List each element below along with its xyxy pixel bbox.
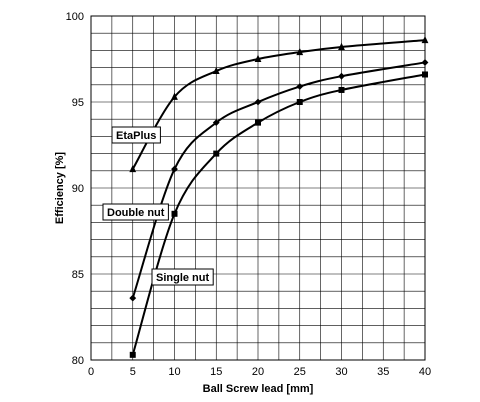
data-point-square [296,99,303,105]
data-point-diamond [171,165,178,173]
label-text: EtaPlus [116,130,156,142]
label-box [111,126,161,144]
series-double-nut [129,59,429,302]
series-label-etaplus: EtaPlus [111,126,161,144]
data-point-square [422,71,428,78]
x-tick-label: 10 [168,366,180,378]
series-label-single-nut: Single nut [151,268,214,286]
data-point-diamond [421,59,429,66]
y-tick-label: 95 [72,97,84,109]
x-tick-label: 30 [335,366,347,378]
data-point-square [129,351,136,358]
x-tick-label: 25 [294,366,306,378]
plot-frame [90,15,426,361]
x-tick-label: 40 [419,366,431,378]
series-group [129,35,429,358]
data-point-triangle [129,164,137,173]
label-box [151,268,214,286]
data-point-triangle [338,42,345,50]
data-point-square [213,150,220,157]
data-point-diamond [296,83,304,90]
label-text: Single nut [156,272,210,284]
x-tick-label: 15 [210,366,222,378]
x-tick-label: 0 [88,366,94,378]
data-point-triangle [254,54,262,62]
data-point-triangle [212,66,220,75]
data-point-square [255,119,261,126]
grid [90,15,426,361]
tick-labels: 0 5 10 15 20 25 30 35 40 80 85 90 95 100 [66,11,431,378]
series-single-nut [129,71,428,358]
y-tick-label: 80 [72,355,84,367]
series-etaplus [129,35,429,173]
label-box [102,203,169,221]
data-point-square [171,210,178,217]
x-tick-label: 20 [252,366,264,378]
series-label-double-nut: Double nut [102,203,169,221]
x-axis-title: Ball Screw lead [mm] [203,383,314,395]
data-point-square [338,86,345,93]
data-point-diamond [212,119,220,127]
data-point-triangle [171,92,178,100]
data-point-triangle [421,35,429,44]
x-tick-label: 35 [377,366,389,378]
y-tick-label: 100 [66,11,84,23]
data-point-diamond [129,294,137,302]
y-axis-title: Efficiency [%] [54,152,66,224]
series-labels: EtaPlus Double nut Single nut [102,126,214,286]
y-tick-label: 90 [72,183,84,195]
data-point-diamond [338,72,345,80]
label-text: Double nut [107,207,165,219]
y-tick-label: 85 [72,269,84,281]
data-point-diamond [254,98,262,106]
data-point-triangle [296,47,304,56]
x-tick-label: 5 [130,366,136,378]
